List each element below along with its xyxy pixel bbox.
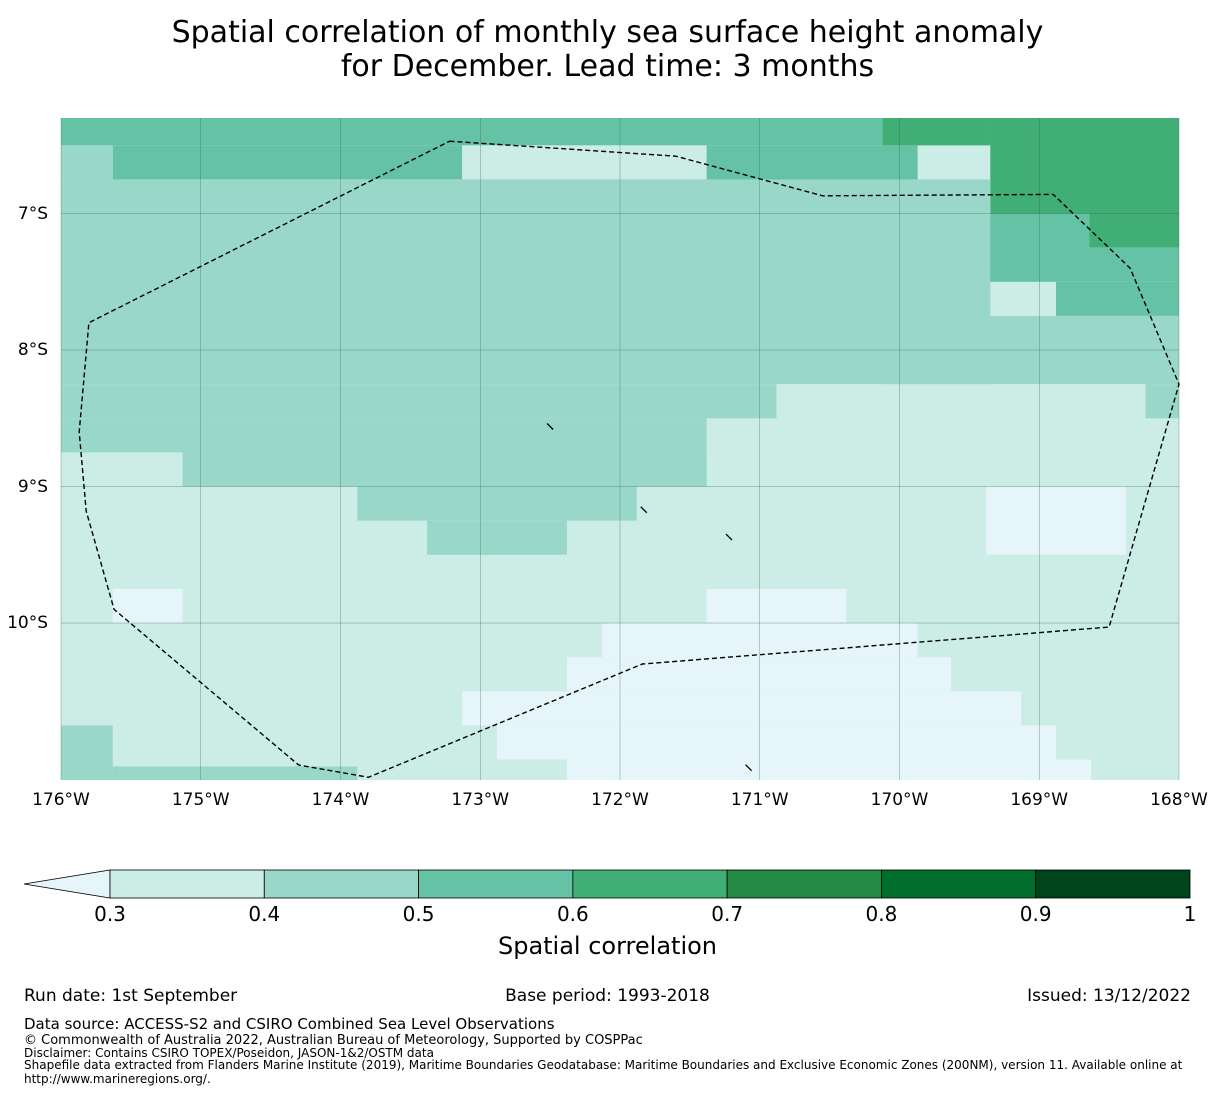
colorbar-tick-label: 0.9 — [1019, 902, 1052, 926]
correlation-cell — [182, 452, 707, 487]
copyright: © Commonwealth of Australia 2022, Austra… — [24, 1033, 643, 1048]
correlation-cell — [1056, 281, 1179, 316]
colorbar-segment — [572, 869, 728, 899]
graticule — [60, 118, 1180, 780]
colorbar-segment — [263, 869, 419, 899]
islands — [546, 423, 753, 772]
longitude-tick-label: 172°W — [591, 790, 649, 810]
correlation-cell — [61, 418, 707, 453]
correlation-cell — [357, 486, 637, 521]
correlation-cell — [566, 657, 952, 692]
colorbar-tick-label: 0.3 — [94, 902, 126, 926]
island-swains — [745, 764, 753, 772]
colorbar-segment — [1035, 869, 1191, 899]
colorbar-extend-min — [23, 869, 111, 899]
longitude-tick-label: 170°W — [870, 790, 929, 810]
disclaimer: Disclaimer: Contains CSIRO TOPEX/Poseido… — [24, 1046, 434, 1060]
correlation-cell — [706, 588, 847, 623]
correlation-cell — [497, 725, 1056, 760]
island-fakaofo — [725, 533, 733, 541]
map-title-line-1: Spatial correlation of monthly sea surfa… — [171, 15, 1044, 50]
correlation-cell — [986, 486, 1126, 555]
correlation-cell — [427, 520, 567, 555]
correlation-cell — [882, 118, 991, 146]
longitude-tick-label: 176°W — [32, 790, 90, 810]
eez-boundary — [78, 140, 1180, 779]
correlation-cell — [566, 759, 1091, 780]
shapefile-credit: Shapefile data extracted from Flanders M… — [24, 1058, 1183, 1086]
run-date: Run date: 1st September — [24, 986, 238, 1006]
map-title-line-2: for December. Lead time: 3 months — [340, 49, 875, 84]
colorbar-segment — [726, 869, 882, 899]
longitude-tick-label: 175°W — [171, 790, 230, 810]
latitude-tick-label: 7°S — [17, 203, 48, 224]
colorbar-segment — [881, 869, 1037, 899]
issued-date: Issued: 13/12/2022 — [1027, 986, 1191, 1006]
correlation-cell — [112, 588, 183, 623]
base-period: Base period: 1993-2018 — [505, 986, 710, 1006]
colorbar-segment — [109, 869, 265, 899]
longitude-tick-label: 171°W — [730, 790, 789, 810]
colorbar-tick-label: 0.8 — [865, 902, 898, 926]
correlation-cell — [61, 145, 113, 180]
colorbar-label: Spatial correlation — [497, 932, 718, 960]
island-atafu — [546, 423, 554, 430]
longitude-tick-label: 168°W — [1150, 790, 1208, 810]
longitude-tick-label: 174°W — [311, 790, 370, 810]
correlation-cell — [988, 247, 1179, 282]
latitude-tick-label: 9°S — [17, 476, 48, 497]
correlation-cell — [61, 384, 777, 419]
island-nukunonu — [640, 506, 648, 514]
colorbar-segment — [418, 869, 574, 899]
correlation-cell — [112, 145, 463, 180]
longitude-tick-label: 169°W — [1010, 790, 1069, 810]
colorbar-tick-label: 0.4 — [248, 902, 281, 926]
colorbar-tick-label: 0.5 — [402, 902, 435, 926]
latitude-tick-label: 10°S — [7, 613, 48, 634]
colorbar-tick-label: 0.6 — [556, 902, 589, 926]
correlation-cell — [462, 691, 1022, 726]
colorbar-tick-label: 1 — [1183, 902, 1197, 926]
correlation-cell — [61, 725, 113, 780]
colorbar-tick-label: 0.7 — [711, 902, 744, 926]
longitude-tick-label: 173°W — [451, 790, 510, 810]
correlation-cell — [112, 766, 358, 780]
data-source: Data source: ACCESS-S2 and CSIRO Combine… — [24, 1015, 555, 1033]
latitude-tick-label: 8°S — [17, 340, 48, 361]
